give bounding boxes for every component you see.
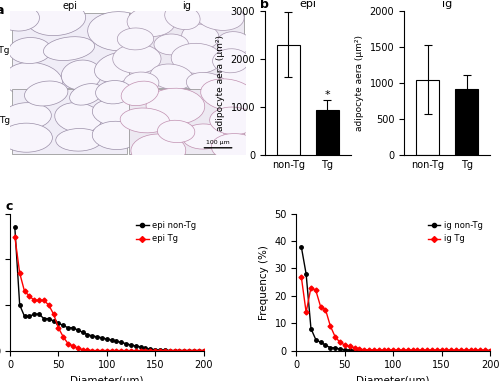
Ellipse shape [56, 128, 102, 151]
Ellipse shape [24, 81, 68, 106]
Ellipse shape [88, 12, 150, 51]
Text: ig: ig [182, 2, 190, 11]
Text: a: a [0, 4, 4, 17]
Bar [316, 109, 339, 155]
Bar [276, 45, 300, 155]
Ellipse shape [150, 64, 194, 90]
Ellipse shape [70, 83, 103, 105]
Ellipse shape [121, 81, 158, 106]
Ellipse shape [4, 62, 62, 99]
Ellipse shape [0, 5, 40, 31]
Ellipse shape [120, 108, 170, 133]
Title: ig: ig [442, 0, 452, 9]
Y-axis label: adipocyte aera (μm²): adipocyte aera (μm²) [355, 35, 364, 131]
Legend: epi non-Tg, epi Tg: epi non-Tg, epi Tg [133, 218, 200, 247]
Text: epi: epi [63, 2, 78, 11]
Legend: ig non-Tg, ig Tg: ig non-Tg, ig Tg [424, 218, 486, 247]
Ellipse shape [212, 49, 249, 73]
Text: Tg: Tg [0, 116, 10, 125]
X-axis label: Diameter(μm): Diameter(μm) [70, 376, 144, 381]
Text: *: * [324, 90, 330, 100]
Ellipse shape [118, 28, 154, 50]
Ellipse shape [44, 37, 94, 61]
Text: b: b [260, 0, 268, 11]
Text: non-Tg: non-Tg [0, 46, 10, 55]
X-axis label: Diameter(μm): Diameter(μm) [356, 376, 430, 381]
Ellipse shape [164, 5, 200, 30]
Bar [455, 89, 478, 155]
Ellipse shape [92, 99, 138, 126]
Ellipse shape [171, 43, 222, 74]
Ellipse shape [94, 52, 142, 83]
Ellipse shape [112, 44, 161, 74]
FancyBboxPatch shape [130, 89, 244, 154]
Title: epi: epi [300, 0, 316, 9]
FancyBboxPatch shape [12, 89, 127, 154]
Ellipse shape [182, 24, 219, 49]
Ellipse shape [62, 60, 102, 90]
Ellipse shape [8, 37, 52, 64]
Ellipse shape [210, 107, 256, 134]
Ellipse shape [158, 120, 195, 142]
Ellipse shape [96, 80, 132, 104]
Ellipse shape [146, 88, 204, 124]
Ellipse shape [217, 66, 260, 93]
Text: 100 μm: 100 μm [206, 140, 230, 145]
Text: c: c [5, 200, 12, 213]
Ellipse shape [186, 72, 228, 96]
Bar [416, 80, 439, 155]
Ellipse shape [182, 124, 224, 149]
Ellipse shape [218, 32, 252, 54]
Ellipse shape [0, 123, 52, 152]
FancyBboxPatch shape [130, 13, 244, 88]
Ellipse shape [127, 7, 176, 37]
Ellipse shape [200, 79, 256, 111]
Ellipse shape [28, 3, 86, 36]
Ellipse shape [92, 121, 140, 149]
Ellipse shape [54, 102, 102, 133]
Ellipse shape [2, 102, 51, 130]
Ellipse shape [195, 1, 244, 30]
Ellipse shape [154, 34, 188, 55]
Ellipse shape [131, 134, 186, 167]
Ellipse shape [124, 72, 159, 94]
FancyBboxPatch shape [12, 13, 127, 88]
Y-axis label: adipocyte aera (μm²): adipocyte aera (μm²) [216, 35, 225, 131]
Ellipse shape [212, 134, 260, 162]
Y-axis label: Frequency (%): Frequency (%) [259, 245, 269, 320]
